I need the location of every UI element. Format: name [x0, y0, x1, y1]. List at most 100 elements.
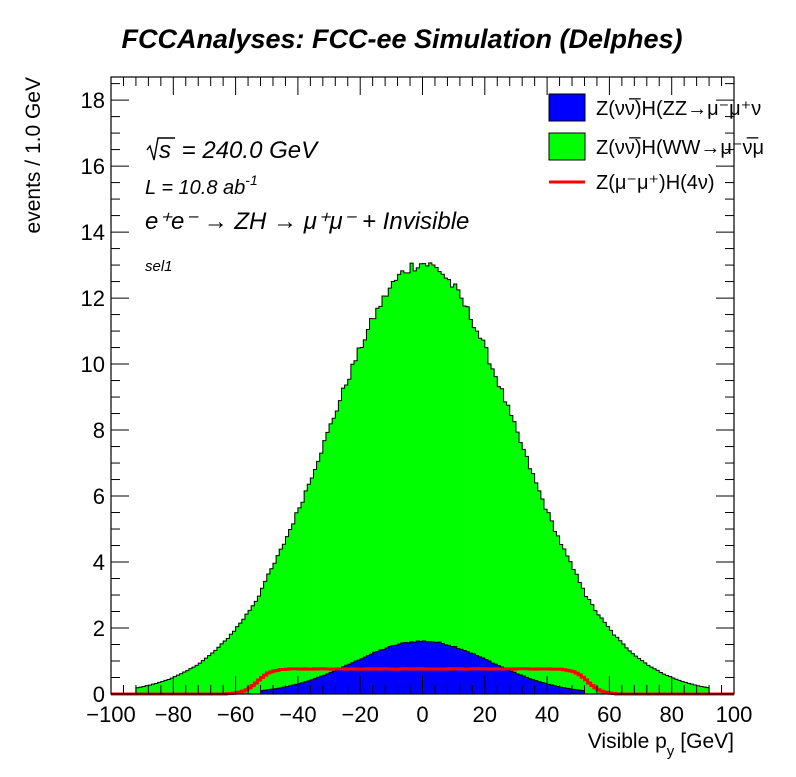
- x-tick-label: −80: [155, 702, 192, 727]
- bar: [325, 432, 330, 694]
- bar: [310, 679, 314, 694]
- bar: [272, 563, 277, 694]
- legend: Z(νν̅)H(ZZ→μ⁻μ⁺ν Z(νν̅)H(WW→μ⁻ν̅μ Z(μ⁻μ⁺)H…: [548, 93, 764, 194]
- bar: [568, 561, 573, 694]
- bar: [145, 685, 149, 694]
- bar: [491, 663, 495, 694]
- bar: [431, 265, 436, 694]
- x-tick-label: −40: [279, 702, 316, 727]
- bar: [665, 675, 669, 694]
- bar: [257, 596, 261, 694]
- bar: [276, 555, 280, 694]
- bar: [525, 677, 529, 694]
- bar: [272, 688, 277, 694]
- bar: [198, 663, 202, 694]
- bar: [662, 674, 666, 694]
- bar: [294, 684, 299, 694]
- bar: [556, 535, 560, 694]
- bar: [575, 689, 579, 694]
- bar: [646, 665, 651, 694]
- y-tick-label: 12: [81, 286, 105, 311]
- bar: [301, 682, 305, 694]
- legend-swatch: [548, 132, 586, 161]
- bar: [559, 544, 564, 694]
- bar: [631, 653, 635, 694]
- bar: [462, 650, 467, 694]
- bar: [572, 689, 576, 694]
- bar: [590, 604, 595, 694]
- bar: [681, 681, 685, 694]
- bar: [512, 421, 517, 694]
- bar: [643, 662, 648, 694]
- bar: [553, 685, 557, 694]
- x-tick-label: −20: [342, 702, 379, 727]
- bar: [403, 272, 408, 694]
- y-tick-label: 18: [81, 88, 105, 113]
- chart-title: FCCAnalyses: FCC-ee Simulation (Delphes): [121, 24, 682, 54]
- bar: [503, 668, 507, 694]
- bar: [285, 686, 289, 694]
- bar: [628, 650, 632, 694]
- bar: [537, 490, 542, 694]
- bar: [534, 680, 539, 694]
- bar: [606, 626, 610, 694]
- bar: [478, 338, 483, 694]
- bar: [503, 401, 507, 694]
- bar: [142, 686, 146, 694]
- bar: [244, 614, 249, 694]
- bar: [649, 667, 654, 694]
- annotation-luminosity: L = 10.8 ab-1: [145, 172, 258, 199]
- sqrt-symbol: [146, 137, 175, 161]
- bar: [378, 306, 383, 694]
- bar: [391, 281, 395, 694]
- bar: [434, 267, 439, 694]
- bar: [397, 274, 402, 694]
- bar: [509, 415, 514, 694]
- bar: [378, 649, 383, 694]
- bar: [216, 647, 221, 694]
- bar: [288, 685, 293, 694]
- bar: [157, 682, 162, 694]
- bar: [238, 623, 243, 694]
- bar: [232, 631, 236, 694]
- bar: [332, 671, 336, 694]
- bar: [462, 305, 467, 694]
- bar: [705, 687, 710, 694]
- bar: [481, 657, 486, 694]
- bar: [357, 347, 361, 694]
- bar: [406, 272, 411, 694]
- x-axis-label-unit: [GeV]: [680, 730, 734, 753]
- bar: [562, 687, 567, 694]
- bar: [512, 672, 517, 694]
- bar: [341, 666, 345, 694]
- bar: [316, 461, 321, 694]
- bar: [413, 270, 417, 694]
- bar: [297, 683, 302, 694]
- legend-entry: Z(νν̅)H(ZZ→μ⁻μ⁺ν: [548, 93, 761, 122]
- bar: [519, 442, 523, 694]
- x-axis-label: Visible py [GeV]: [588, 730, 734, 760]
- bar: [382, 649, 386, 694]
- x-tick-label: 100: [716, 702, 753, 727]
- bar: [425, 265, 430, 694]
- bar: [301, 502, 305, 694]
- bar: [322, 675, 327, 694]
- annotation-sqrt-s: s: [159, 137, 171, 164]
- annotation-energy-text: = 240.0 GeV: [175, 137, 319, 164]
- bar: [394, 280, 398, 694]
- bar: [353, 360, 358, 694]
- legend-label: Z(νν̅)H(WW→μ⁻ν̅μ: [596, 136, 764, 159]
- bar: [422, 263, 426, 694]
- legend-label: Z(νν̅)H(ZZ→μ⁻μ⁺ν: [596, 97, 761, 120]
- bar: [456, 289, 461, 694]
- bar: [581, 588, 585, 694]
- bar: [547, 684, 551, 694]
- x-tick-label: 60: [597, 702, 621, 727]
- bar: [469, 653, 473, 694]
- bar: [491, 368, 495, 694]
- bar: [363, 657, 367, 694]
- bar: [344, 665, 349, 694]
- bar: [167, 679, 171, 694]
- bar: [385, 648, 389, 694]
